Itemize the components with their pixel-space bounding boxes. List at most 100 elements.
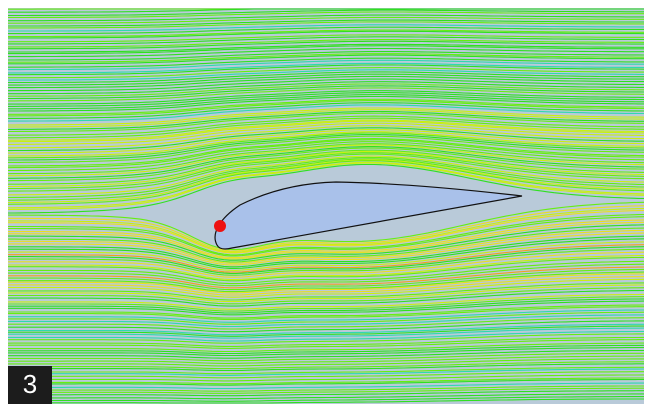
streamline [8, 224, 645, 261]
streamline [8, 311, 645, 325]
streamline [8, 213, 645, 256]
streamline [8, 287, 645, 305]
streamline [8, 110, 644, 130]
streamline [8, 271, 645, 293]
streamline [8, 325, 644, 337]
streamline [8, 368, 645, 376]
streamline [8, 248, 645, 276]
streamline [7, 127, 644, 152]
streamline [8, 254, 645, 281]
streamline [8, 282, 644, 301]
streamline [7, 139, 645, 169]
streamline [8, 67, 644, 79]
streamline [7, 363, 644, 372]
streamline [8, 133, 644, 161]
streamline [8, 109, 644, 128]
streamline [8, 260, 645, 285]
streamline [7, 29, 644, 38]
streamline [8, 358, 644, 367]
streamline [8, 43, 644, 53]
streamline [8, 273, 645, 294]
streamline [8, 238, 645, 269]
streamline [7, 131, 645, 157]
streamline [8, 268, 645, 291]
streamline [8, 289, 645, 307]
streamline [8, 276, 645, 296]
streamline [8, 71, 644, 84]
streamline [8, 54, 644, 65]
streamline [8, 19, 644, 27]
streamline [8, 146, 645, 179]
streamline [8, 278, 645, 298]
streamline [8, 366, 644, 375]
streamline [8, 298, 645, 314]
streamline [8, 342, 644, 353]
streamline [8, 309, 644, 323]
streamline [8, 382, 644, 390]
streamline [8, 361, 644, 370]
streamline [8, 107, 645, 126]
streamline [8, 144, 645, 177]
streamline [8, 344, 645, 355]
streamline [8, 11, 644, 19]
streamline [8, 306, 644, 321]
streamline [8, 75, 644, 89]
streamline [8, 115, 644, 136]
streamline [7, 78, 644, 92]
streamline [8, 251, 645, 278]
streamline [7, 159, 645, 204]
streamline [8, 59, 644, 71]
streamline [8, 39, 645, 48]
streamline [8, 317, 645, 330]
streamline [8, 304, 645, 319]
streamline [8, 95, 644, 112]
streamline [8, 112, 644, 133]
streamline [8, 320, 644, 333]
streamline [8, 227, 645, 263]
streamline [8, 339, 644, 349]
streamline [8, 16, 644, 24]
streamline [8, 284, 644, 303]
streamline [8, 85, 645, 100]
streamline [8, 92, 644, 107]
streamline [8, 14, 644, 22]
streamline [8, 241, 645, 271]
streamline [8, 235, 645, 268]
airfoil [214, 181, 523, 250]
streamline [8, 24, 644, 32]
streamline [8, 120, 644, 143]
label-box [8, 366, 52, 404]
streamline [8, 201, 645, 251]
streamline [8, 51, 645, 61]
streamline [8, 163, 645, 214]
streamline [8, 300, 645, 316]
streamline [8, 346, 645, 357]
streamline [8, 216, 645, 257]
streamline [7, 162, 645, 211]
streamline [8, 396, 644, 402]
streamline [8, 81, 644, 95]
streamline [8, 122, 644, 145]
streamline [8, 333, 644, 344]
streamline [7, 147, 645, 182]
streamline [8, 219, 645, 259]
streamline [7, 156, 645, 199]
streamline [8, 393, 644, 400]
streamline [8, 209, 645, 254]
streamline [8, 132, 645, 159]
streamline [8, 8, 644, 13]
streamline [8, 229, 645, 264]
streamline [8, 158, 645, 201]
streamline [7, 53, 644, 63]
streamline [8, 314, 644, 328]
streamline [8, 40, 644, 50]
streamline [8, 149, 645, 185]
streamline [8, 390, 644, 397]
streamline [8, 100, 644, 117]
streamline [8, 374, 645, 382]
streamline [8, 263, 645, 287]
streamline [8, 371, 644, 379]
streamline [8, 117, 645, 139]
